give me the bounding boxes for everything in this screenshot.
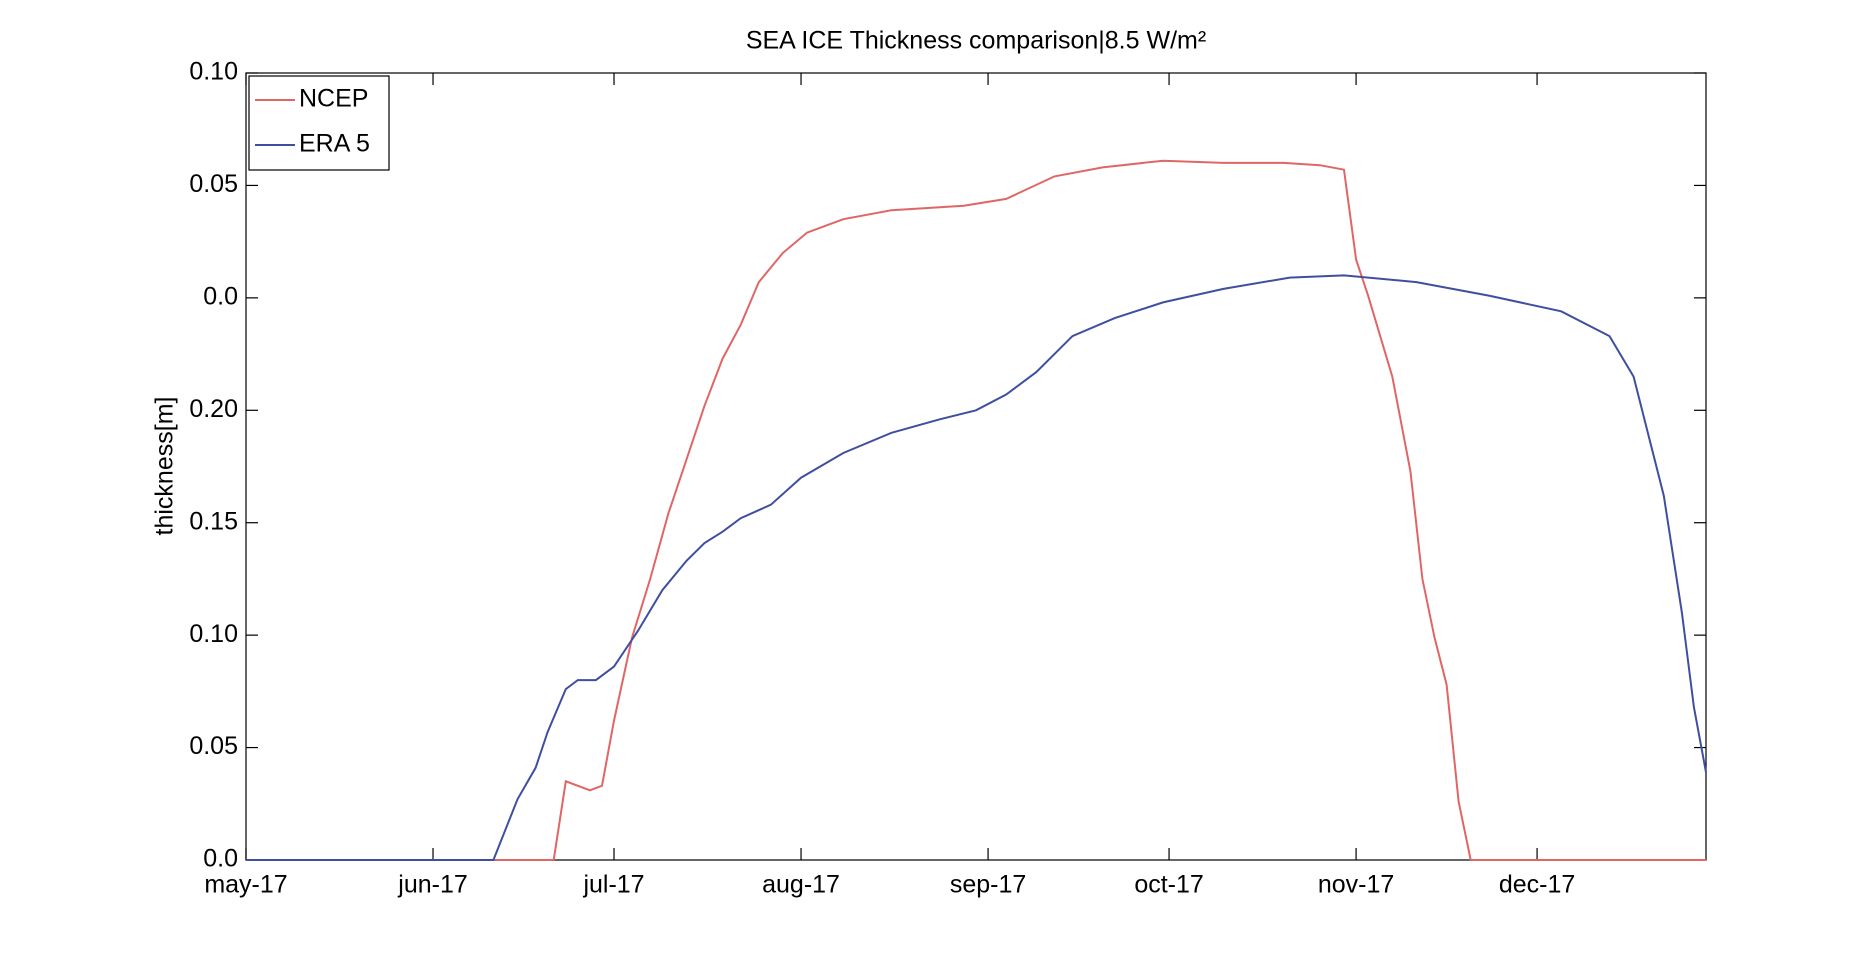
x-tick-label: nov-17 — [1318, 871, 1394, 899]
legend-label: ERA 5 — [299, 130, 370, 158]
x-tick-label: jun-17 — [397, 871, 468, 899]
y-tick-label: 0.0 — [203, 845, 238, 873]
data-line — [246, 159, 1706, 861]
y-tick-label: 0.20 — [189, 395, 238, 423]
x-tick-label: oct-17 — [1134, 871, 1203, 899]
y-axis-label: thickness[m] — [151, 397, 179, 536]
legend-label: NCEP — [299, 85, 368, 113]
data-line — [246, 274, 1707, 861]
legend-box — [248, 75, 390, 171]
y-tick-label: 0.05 — [189, 170, 238, 198]
x-tick-label: dec-17 — [1499, 871, 1575, 899]
y-tick-label: 0.15 — [189, 507, 238, 535]
y-tick-label: 0.05 — [189, 732, 238, 760]
x-tick-label: aug-17 — [762, 871, 840, 899]
y-tick-label: 0.10 — [189, 58, 238, 86]
x-tick-label: sep-17 — [950, 871, 1026, 899]
plot-frame — [245, 72, 1707, 861]
y-tick-label: 0.0 — [203, 282, 238, 310]
x-tick-label: may-17 — [204, 871, 287, 899]
x-tick-label: jul-17 — [582, 871, 644, 899]
chart-title: SEA ICE Thickness comparison|8.5 W/m² — [746, 27, 1206, 55]
y-tick-label: 0.10 — [189, 620, 238, 648]
